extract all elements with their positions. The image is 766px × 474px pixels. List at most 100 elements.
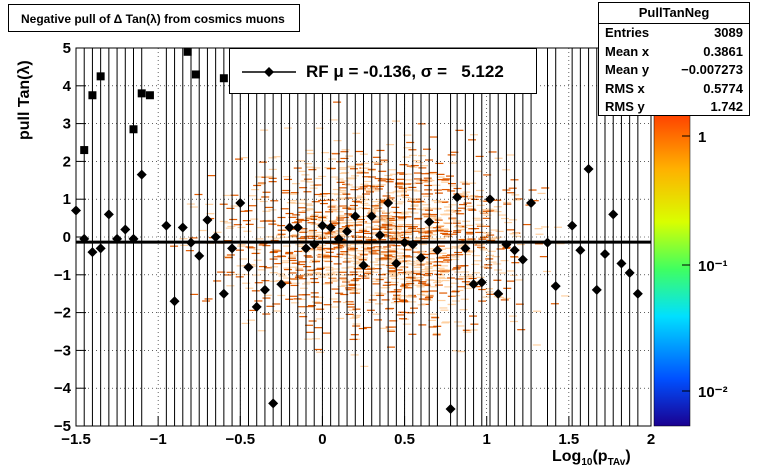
color-scale-ticks: 1 10⁻¹ 10⁻² [682, 129, 728, 401]
y-tick-label: −3 [54, 342, 71, 359]
square-marker [191, 70, 200, 79]
color-scale-bar [653, 111, 691, 427]
data-point [95, 243, 106, 254]
data-point [227, 243, 238, 254]
data-point [416, 252, 426, 263]
x-axis-label: Log10(pTAv) [552, 448, 631, 469]
data-point [493, 288, 504, 299]
data-point [251, 301, 262, 312]
data-point [210, 232, 221, 242]
y-axis-label-text: pull Tan(λ) [16, 60, 33, 140]
data-point [218, 288, 229, 299]
data-point [452, 192, 463, 203]
x-tick-label: 0 [318, 431, 326, 448]
data-point [624, 267, 635, 278]
y-tick-label: 3 [63, 116, 71, 133]
y-tick-label: 0 [63, 229, 71, 246]
data-point [342, 226, 353, 237]
axes-layer: −1.5 −1 −0.5 0 0.5 1 1.5 2 −5 −4 −3 −2 −1 0 1 2 3 4 5 [54, 40, 655, 448]
square-marker [88, 91, 97, 100]
data-point [358, 260, 369, 271]
data-point [177, 222, 188, 233]
data-point [424, 216, 435, 227]
data-point [136, 169, 147, 180]
data-point [161, 220, 172, 231]
stats-row: RMS x 0.5774 [599, 80, 749, 99]
x-tick-label: 2 [647, 431, 655, 448]
data-point [317, 220, 328, 231]
square-marker [183, 47, 192, 56]
x-tick-label: −0.5 [225, 431, 255, 448]
x-tick-label: 1.5 [558, 431, 579, 448]
data-point [583, 163, 594, 174]
square-marker [137, 89, 146, 98]
data-point [550, 281, 561, 292]
data-point [235, 197, 246, 208]
data-point [575, 245, 586, 256]
marker-layer [71, 47, 643, 414]
data-point [194, 250, 205, 261]
legend: RF μ = -0.136, σ = 5.122 [229, 48, 537, 94]
square-marker [96, 72, 105, 81]
data-point [169, 296, 180, 307]
stats-value: −0.007273 [681, 62, 743, 77]
x-tick-label: −1.5 [61, 431, 91, 448]
y-tick-label: −4 [54, 380, 72, 397]
stats-box: PullTanNeg Entries 3089 Mean x 0.3861 Mean… [598, 2, 750, 116]
data-point [517, 254, 528, 265]
stats-title: PullTanNeg [599, 3, 749, 24]
data-point [632, 288, 643, 299]
data-point [366, 211, 377, 222]
square-marker [129, 125, 138, 134]
data-point [445, 403, 456, 414]
data-point [243, 262, 254, 273]
data-point [292, 222, 303, 233]
data-point [591, 284, 602, 295]
color-scale-tick-label: 10⁻¹ [698, 258, 728, 275]
data-point [485, 194, 495, 205]
data-point [432, 245, 443, 256]
data-point [476, 277, 487, 288]
y-tick-label: 2 [63, 153, 71, 170]
stats-label: Mean x [605, 43, 650, 59]
data-point [391, 258, 402, 269]
data-point [284, 222, 295, 233]
data-point [325, 222, 336, 233]
y-tick-label: −2 [54, 305, 71, 322]
data-point [567, 220, 578, 231]
stats-row: Entries 3089 [599, 24, 749, 43]
data-point [276, 279, 287, 290]
stats-value: 0.5774 [703, 80, 743, 96]
y-tick-label: 5 [63, 40, 71, 57]
stats-row: RMS y 1.742 [599, 98, 749, 117]
stats-row: Mean y −0.007273 [599, 61, 749, 80]
data-point [103, 209, 114, 220]
data-point [202, 214, 213, 225]
square-marker [219, 74, 228, 83]
stats-value: 0.3861 [703, 43, 743, 59]
data-point [468, 279, 479, 290]
y-tick-label: 4 [63, 78, 72, 95]
y-tick-label: −5 [54, 418, 71, 435]
legend-label: RF μ = -0.136, σ = 5.122 [306, 62, 504, 81]
x-tick-label: 1 [483, 431, 491, 448]
data-point [608, 209, 619, 220]
chart-title: Negative pull of Δ Tan(λ) from cosmics m… [8, 4, 300, 32]
square-marker [145, 91, 154, 100]
y-axis-label: pull Tan(λ) [16, 60, 33, 140]
data-point [259, 284, 270, 295]
color-scale-tick-label: 1 [698, 129, 706, 146]
stats-label: RMS x [605, 80, 645, 96]
data-point [374, 230, 385, 241]
data-point [87, 247, 98, 258]
data-point [120, 224, 131, 235]
square-marker [80, 146, 89, 155]
stats-label: RMS y [605, 99, 645, 114]
stats-label: Entries [605, 25, 650, 40]
data-point [600, 249, 610, 260]
stats-value: 1.742 [710, 99, 743, 114]
data-point [616, 258, 627, 269]
legend-marker [242, 67, 296, 77]
data-point [268, 398, 279, 409]
